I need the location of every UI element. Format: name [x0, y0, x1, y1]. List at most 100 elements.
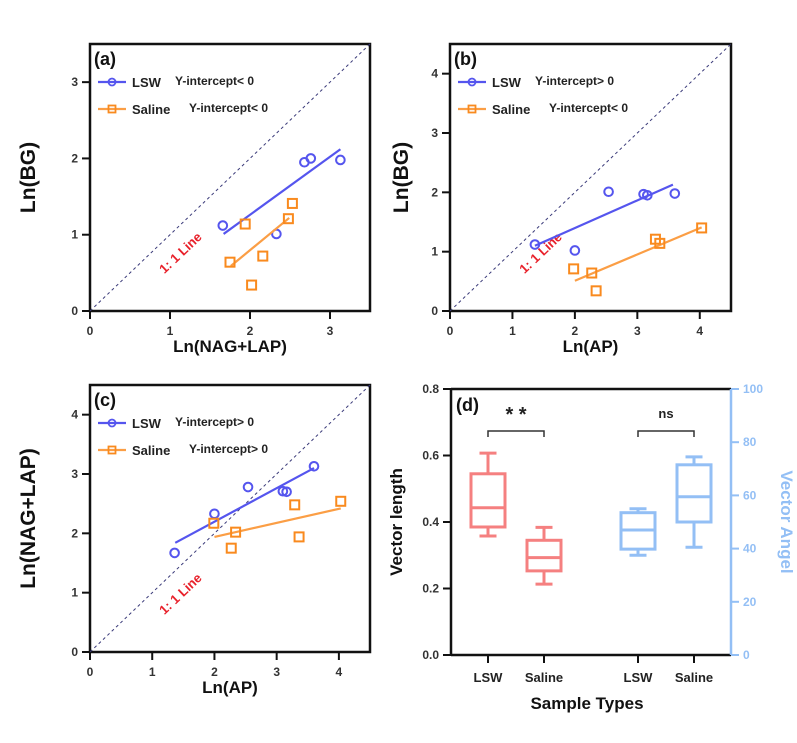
legend-label: Saline [492, 102, 530, 117]
panel-label: (d) [456, 395, 479, 415]
x-axis-title: Ln(AP) [563, 337, 619, 356]
y-tick-label: 3 [431, 126, 438, 140]
data-point [242, 481, 254, 493]
y-tick-label: 2 [71, 151, 78, 165]
y-tick-label: 0 [431, 304, 438, 318]
iqr-box [525, 538, 563, 573]
panel-d: 0.0 0.2 0.4 0.6 0.8 0 20 40 60 80 100 LSW Saline LSW S… [387, 382, 796, 713]
data-point [642, 190, 653, 201]
y-axis-title: Ln(BG) [17, 142, 40, 213]
data-point [281, 486, 292, 498]
data-point [208, 517, 220, 529]
legend-note: Y-intercept> 0 [535, 74, 614, 88]
x-tick-label: 1 [509, 324, 516, 338]
plot-frame [448, 42, 733, 313]
significance-bracket [637, 430, 695, 437]
data-point [569, 245, 581, 256]
significance-label: ns [658, 406, 673, 421]
series-saline [568, 222, 708, 297]
y-tick-label: 2 [431, 185, 438, 199]
data-point [568, 263, 580, 275]
y-tick-label: 0.2 [422, 582, 439, 596]
x-category-label: LSW [474, 670, 504, 685]
x-axis-title: Sample Types [530, 694, 643, 713]
right-y-tick-label: 80 [743, 435, 757, 449]
data-point [308, 460, 320, 472]
x-tick-label: 0 [87, 665, 94, 679]
legend-label: LSW [132, 75, 162, 90]
data-point [293, 531, 305, 543]
y-tick-label: 4 [431, 67, 438, 81]
x-tick-label: 1 [149, 665, 156, 679]
series-saline [224, 197, 298, 291]
series-saline [208, 495, 347, 554]
panel-label: (c) [94, 390, 116, 410]
data-point [696, 222, 708, 234]
right-y-tick-label: 20 [743, 595, 757, 609]
x-tick-label: 3 [327, 324, 334, 338]
data-point [586, 267, 598, 279]
one-to-one-label: 1: 1 Line [156, 229, 205, 276]
data-point [654, 237, 666, 249]
panel-label: (a) [94, 49, 116, 69]
legend-note: Y-intercept< 0 [189, 101, 268, 115]
legend-label: Saline [132, 443, 170, 458]
x-axis-title: Ln(NAG+LAP) [173, 337, 287, 356]
one-to-one-line [89, 384, 371, 653]
y-tick-label: 1 [71, 228, 78, 242]
plot-frame [88, 42, 372, 313]
data-point [335, 154, 346, 166]
y-tick-label: 1 [431, 245, 438, 259]
y-tick-label: 3 [71, 75, 78, 89]
y-tick-label: 0 [71, 304, 78, 318]
fit-line-lsw [534, 183, 674, 247]
panel-c: 1: 1 Line 0 1 2 3 4 0 1 2 3 4 Ln(AP) Ln(NAG+LAP) (c) L… [17, 383, 372, 697]
legend-circle-marker [467, 77, 477, 87]
one-to-one-line [449, 43, 732, 312]
x-tick-label: 0 [447, 324, 454, 338]
right-y-tick-label: 40 [743, 542, 757, 556]
iqr-box [469, 472, 507, 529]
box-group-vector-angle: ns [619, 406, 713, 557]
box-saline [525, 525, 563, 586]
legend-circle-marker [107, 418, 117, 428]
x-tick-label: 2 [572, 324, 579, 338]
data-point [286, 197, 298, 209]
y-tick-label: 0.6 [422, 449, 439, 463]
y-tick-label: 0.4 [422, 515, 439, 529]
x-tick-label: 4 [336, 665, 343, 679]
x-tick-label: 1 [167, 324, 174, 338]
iqr-box [675, 463, 713, 524]
legend-square-marker [107, 104, 117, 114]
legend-label: LSW [492, 75, 522, 90]
x-category-label: Saline [675, 670, 713, 685]
x-tick-label: 4 [696, 324, 703, 338]
legend-item-lsw: LSW Y-intercept> 0 [458, 74, 614, 90]
data-point [230, 526, 242, 538]
significance-bracket [487, 430, 545, 437]
box-saline [675, 455, 713, 549]
data-point [590, 285, 602, 297]
legend-label: Saline [132, 102, 170, 117]
data-point [305, 153, 317, 164]
right-y-tick-label: 0 [743, 648, 750, 662]
legend-item-saline: Saline Y-intercept< 0 [98, 101, 268, 117]
x-axis-title: Ln(AP) [202, 678, 258, 697]
y-tick-label: 0 [71, 645, 78, 659]
legend-item-saline: Saline Y-intercept> 0 [98, 442, 268, 458]
panel-a: 1: 1 Line 0 1 2 3 0 1 2 3 Ln(NAG+LAP) Ln(BG) (a) LSW… [17, 42, 372, 356]
x-tick-label: 2 [211, 665, 218, 679]
data-point [224, 256, 236, 268]
legend-square-marker [107, 445, 117, 455]
series-lsw [529, 183, 681, 256]
right-y-tick-label: 100 [743, 382, 763, 396]
panel-label: (b) [454, 49, 477, 69]
y-tick-label: 2 [71, 526, 78, 540]
fit-line-saline [574, 226, 703, 282]
fit-line-lsw [174, 467, 315, 544]
legend-circle-marker [107, 77, 117, 87]
series-lsw [169, 460, 320, 559]
data-point [217, 220, 229, 231]
